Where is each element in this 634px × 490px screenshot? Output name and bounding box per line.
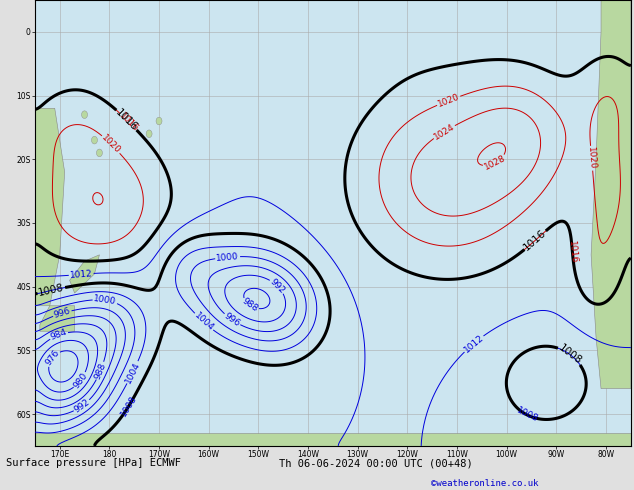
Text: 1000: 1000 xyxy=(216,252,240,263)
Text: 1008: 1008 xyxy=(37,283,65,298)
Text: 988: 988 xyxy=(93,361,108,380)
Text: ©weatheronline.co.uk: ©weatheronline.co.uk xyxy=(431,479,539,488)
Polygon shape xyxy=(70,255,100,293)
Text: 988: 988 xyxy=(240,297,259,314)
Text: 992: 992 xyxy=(268,277,287,295)
Text: 1016: 1016 xyxy=(118,111,140,133)
Text: 1028: 1028 xyxy=(482,154,507,172)
Text: 976: 976 xyxy=(44,348,61,368)
Text: 1020: 1020 xyxy=(586,147,597,170)
Text: 1012: 1012 xyxy=(70,269,93,280)
Polygon shape xyxy=(35,433,631,446)
Text: 996: 996 xyxy=(53,306,72,320)
Text: 1000: 1000 xyxy=(93,294,117,306)
Text: 1004: 1004 xyxy=(192,311,215,333)
Circle shape xyxy=(91,136,98,144)
Text: 1024: 1024 xyxy=(432,122,456,142)
Text: 1004: 1004 xyxy=(124,360,142,385)
Polygon shape xyxy=(40,306,75,331)
Polygon shape xyxy=(35,108,65,306)
Text: 1020: 1020 xyxy=(100,133,122,155)
Text: 980: 980 xyxy=(72,371,89,390)
Text: 1016: 1016 xyxy=(113,107,139,133)
Text: 1020: 1020 xyxy=(436,92,461,109)
Circle shape xyxy=(156,117,162,125)
Text: 1016: 1016 xyxy=(522,228,548,253)
Text: 996: 996 xyxy=(223,311,242,328)
Circle shape xyxy=(96,149,103,157)
Text: 992: 992 xyxy=(72,397,91,415)
Text: Th 06-06-2024 00:00 UTC (00+48): Th 06-06-2024 00:00 UTC (00+48) xyxy=(279,458,473,468)
Circle shape xyxy=(146,130,152,138)
Polygon shape xyxy=(591,0,631,389)
Text: Surface pressure [HPa] ECMWF: Surface pressure [HPa] ECMWF xyxy=(6,458,181,468)
Text: 1008: 1008 xyxy=(515,406,540,424)
Text: 984: 984 xyxy=(49,328,68,342)
Circle shape xyxy=(82,111,87,119)
Text: 1008: 1008 xyxy=(557,343,584,367)
Text: 1012: 1012 xyxy=(462,333,485,354)
Text: 1008: 1008 xyxy=(119,393,139,418)
Text: 1016: 1016 xyxy=(567,241,578,265)
